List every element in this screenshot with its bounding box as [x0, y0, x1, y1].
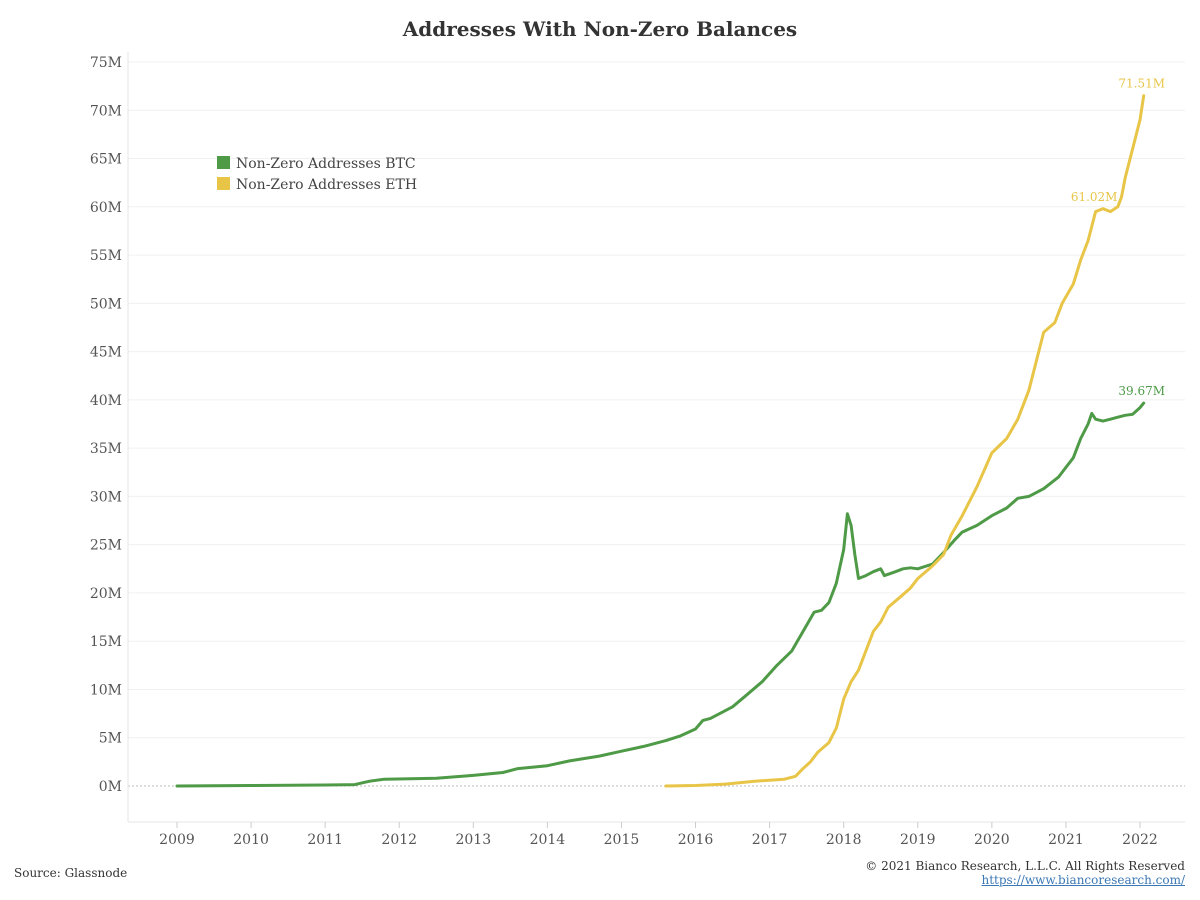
x-tick-label: 2014: [530, 832, 566, 848]
end-value-label: 39.67M: [1118, 384, 1165, 398]
y-tick-label: 60M: [90, 200, 122, 216]
x-tick-label: 2015: [604, 832, 640, 848]
x-tick-label: 2020: [974, 832, 1010, 848]
x-tick-label: 2022: [1122, 832, 1158, 848]
copyright-block: © 2021 Bianco Research, L.L.C. All Right…: [865, 859, 1185, 887]
y-tick-label: 50M: [90, 296, 122, 312]
y-tick-label: 40M: [90, 393, 122, 409]
series-line-eth: [664, 94, 1146, 788]
legend-label: Non-Zero Addresses ETH: [236, 177, 417, 193]
y-tick-label: 30M: [90, 489, 122, 505]
copyright-text: © 2021 Bianco Research, L.L.C. All Right…: [865, 859, 1185, 873]
y-tick-label: 70M: [90, 103, 122, 119]
mid-value-label: 61.02M: [1071, 190, 1118, 204]
y-tick-label: 75M: [90, 55, 122, 71]
axes: 0M 5M 10M 15M 20M 25M 30M 35M 40M 45M 50M 55M 60M 65M…: [90, 52, 1185, 848]
y-tick-label: 25M: [90, 538, 122, 554]
website-link[interactable]: https://www.biancoresearch.com/: [981, 873, 1185, 887]
source-note: Source: Glassnode: [14, 866, 128, 880]
x-tick-label: 2021: [1048, 832, 1084, 848]
y-tick-label: 20M: [90, 586, 122, 602]
series-layer: [175, 94, 1146, 788]
legend-swatch: [217, 177, 230, 190]
legend-label: Non-Zero Addresses BTC: [236, 156, 416, 172]
y-tick-label: 15M: [90, 634, 122, 650]
grid: [128, 61, 1185, 787]
x-tick-label: 2013: [455, 832, 491, 848]
x-tick-label: 2011: [307, 832, 343, 848]
x-tick-label: 2019: [900, 832, 936, 848]
series-line-btc: [175, 401, 1146, 788]
chart-title: Addresses With Non-Zero Balances: [402, 17, 797, 41]
y-tick-label: 65M: [90, 152, 122, 168]
x-tick-label: 2010: [233, 832, 269, 848]
x-tick-label: 2017: [752, 832, 788, 848]
y-tick-label: 5M: [99, 731, 122, 747]
data-labels: 39.67M 71.51M 61.02M: [1071, 77, 1165, 398]
y-tick-label: 45M: [90, 345, 122, 361]
end-value-label: 71.51M: [1118, 77, 1165, 91]
y-tick-label: 35M: [90, 441, 122, 457]
legend: Non-Zero Addresses BTC Non-Zero Addresses…: [217, 156, 417, 193]
x-tick-label: 2016: [678, 832, 714, 848]
y-tick-label: 10M: [90, 682, 122, 698]
x-tick-label: 2009: [159, 832, 195, 848]
x-tick-label: 2012: [381, 832, 417, 848]
legend-swatch: [217, 156, 230, 169]
y-tick-label: 55M: [90, 248, 122, 264]
y-tick-label: 0M: [99, 779, 122, 795]
x-tick-label: 2018: [826, 832, 862, 848]
